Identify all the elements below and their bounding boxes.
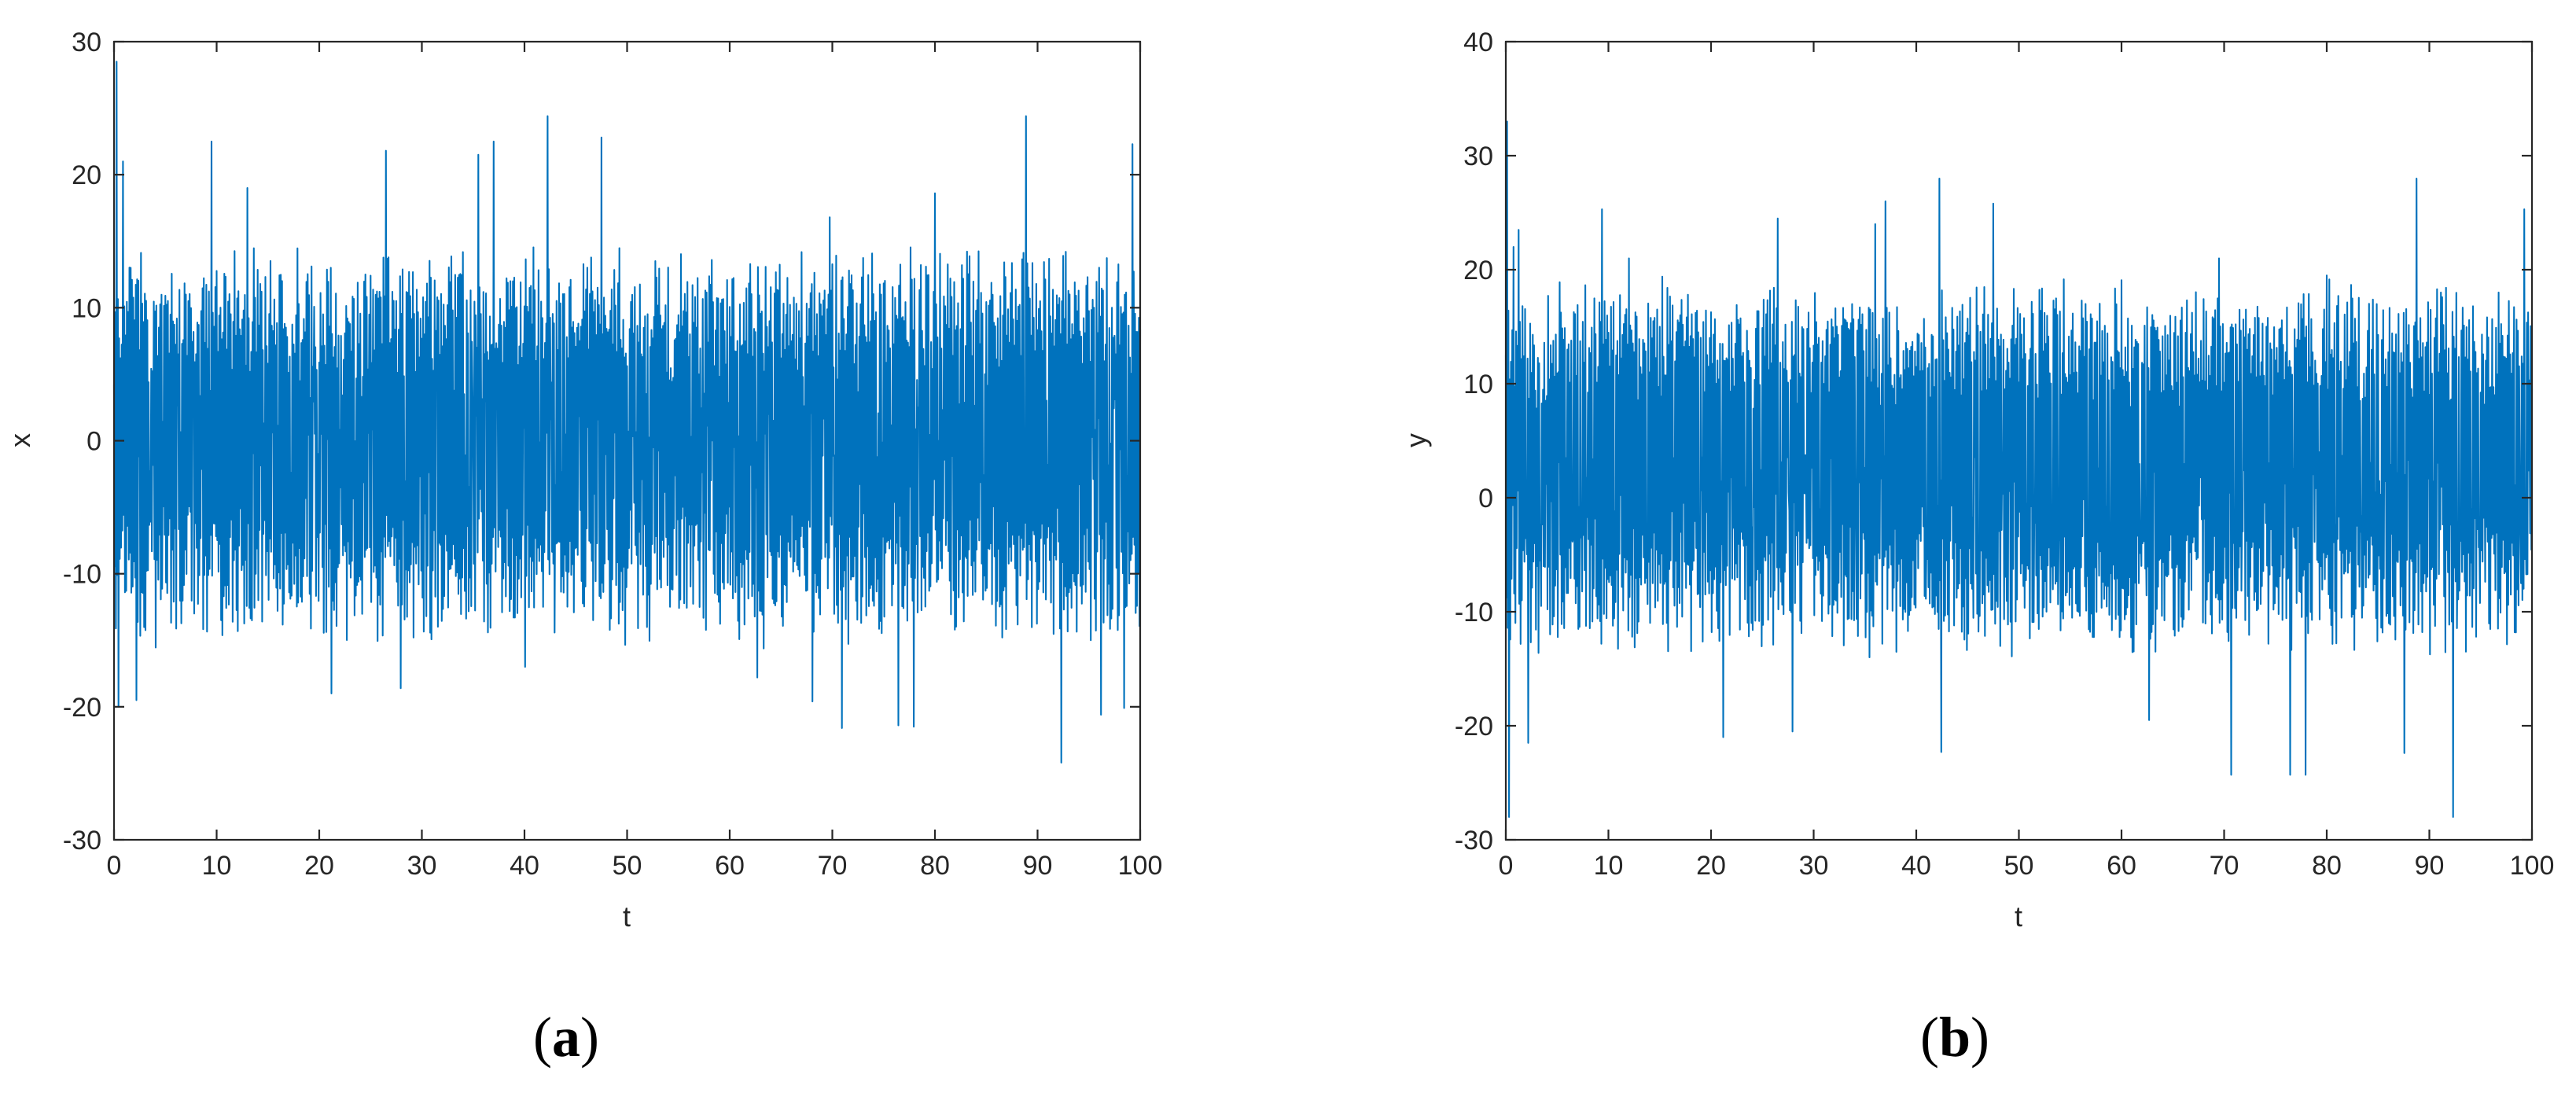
x-tick-label-a: 30 — [407, 851, 437, 881]
x-tick-label-a: 10 — [202, 851, 232, 881]
x-tick-label-a: 20 — [304, 851, 334, 881]
y-tick-label-b: 30 — [1463, 142, 1493, 171]
x-tick-label-a: 100 — [1118, 851, 1163, 881]
x-tick-label-b: 40 — [1901, 851, 1931, 881]
panel-a: 0 10 20 30 40 50 60 70 80 90 100 -30 -20 -10 0 10 20 30 t… — [4, 28, 1162, 1069]
y-tick-label-a: 20 — [72, 160, 101, 190]
x-tick-label-a: 70 — [818, 851, 848, 881]
y-tick-label-a: -30 — [63, 826, 101, 856]
x-tick-label-a: 0 — [107, 851, 122, 881]
x-tick-label-a: 80 — [920, 851, 950, 881]
x-tick-label-b: 30 — [1799, 851, 1829, 881]
x-tick-label-a: 50 — [613, 851, 642, 881]
ticks-b: 0 10 20 30 40 50 60 70 80 90 100 -30 -20 -10 0 10 20 30 40 — [1455, 28, 2555, 881]
y-tick-label-b: -20 — [1455, 712, 1493, 742]
y-axis-label-a: x — [4, 433, 36, 447]
y-axis-label-b: y — [1400, 433, 1432, 447]
plot-area-a — [112, 61, 1142, 764]
y-tick-label-a: -10 — [63, 560, 101, 590]
y-tick-label-b: 20 — [1463, 256, 1493, 285]
x-tick-label-a: 60 — [715, 851, 745, 881]
panel-label-a: (a) — [533, 1006, 599, 1069]
x-tick-label-b: 80 — [2312, 851, 2342, 881]
x-tick-label-b: 10 — [1594, 851, 1624, 881]
x-tick-label-b: 0 — [1499, 851, 1514, 881]
plot-area-b — [1504, 120, 2534, 819]
y-tick-label-b: 10 — [1463, 370, 1493, 399]
y-tick-label-b: 40 — [1463, 28, 1493, 57]
panel-label-a-text: a — [552, 1006, 580, 1069]
panel-b: 0 10 20 30 40 50 60 70 80 90 100 -30 -20 -10 0 10 20 30 40… — [1400, 28, 2554, 1069]
y-tick-label-a: -20 — [63, 693, 101, 723]
y-tick-label-b: -30 — [1455, 826, 1493, 856]
series-line-a — [112, 61, 1142, 764]
x-tick-label-a: 90 — [1023, 851, 1053, 881]
x-axis-label-a: t — [623, 900, 631, 933]
series-line-b — [1504, 120, 2534, 819]
y-tick-label-b: -10 — [1455, 598, 1493, 627]
y-tick-label-a: 10 — [72, 293, 101, 323]
panel-label-b-text: b — [1939, 1006, 1971, 1069]
y-tick-label-a: 0 — [86, 427, 101, 457]
x-tick-label-b: 50 — [2004, 851, 2034, 881]
ticks-a: 0 10 20 30 40 50 60 70 80 90 100 -30 -20 -10 0 10 20 30 — [63, 28, 1163, 881]
x-axis-label-b: t — [2015, 900, 2022, 933]
panel-label-b: (b) — [1920, 1006, 1989, 1069]
x-tick-label-b: 20 — [1696, 851, 1726, 881]
x-tick-label-b: 60 — [2107, 851, 2136, 881]
x-tick-label-a: 40 — [510, 851, 539, 881]
y-tick-label-b: 0 — [1478, 484, 1493, 513]
x-tick-label-b: 90 — [2415, 851, 2445, 881]
y-tick-label-a: 30 — [72, 28, 101, 57]
x-tick-label-b: 100 — [2510, 851, 2555, 881]
x-tick-label-b: 70 — [2210, 851, 2239, 881]
